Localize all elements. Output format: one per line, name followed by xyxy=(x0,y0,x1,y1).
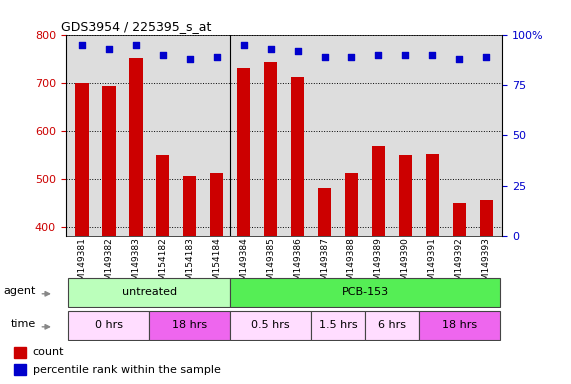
Point xyxy=(77,41,86,48)
Bar xyxy=(183,176,196,236)
Bar xyxy=(291,77,304,236)
Bar xyxy=(365,311,419,340)
Bar xyxy=(75,83,89,236)
Text: 0 hrs: 0 hrs xyxy=(95,320,123,330)
Point xyxy=(266,46,275,52)
Point xyxy=(185,56,194,62)
Bar xyxy=(419,311,500,340)
Bar xyxy=(345,173,358,236)
Bar xyxy=(230,278,500,307)
Text: percentile rank within the sample: percentile rank within the sample xyxy=(33,364,220,374)
Text: 0.5 hrs: 0.5 hrs xyxy=(251,320,290,330)
Bar xyxy=(318,188,331,236)
Bar xyxy=(230,311,311,340)
Bar xyxy=(399,155,412,236)
Bar xyxy=(480,200,493,236)
Bar xyxy=(14,347,26,358)
Bar xyxy=(237,68,250,236)
Text: agent: agent xyxy=(4,286,36,296)
Text: time: time xyxy=(11,319,36,329)
Text: count: count xyxy=(33,347,64,357)
Point xyxy=(158,52,167,58)
Text: 18 hrs: 18 hrs xyxy=(172,320,207,330)
Text: 18 hrs: 18 hrs xyxy=(442,320,477,330)
Text: GDS3954 / 225395_s_at: GDS3954 / 225395_s_at xyxy=(61,20,212,33)
Bar xyxy=(425,154,439,236)
Point xyxy=(104,46,114,52)
Bar xyxy=(102,86,115,236)
Point xyxy=(212,54,221,60)
Text: 6 hrs: 6 hrs xyxy=(378,320,406,330)
Point xyxy=(482,54,491,60)
Bar xyxy=(210,173,223,236)
Text: PCB-153: PCB-153 xyxy=(341,287,388,297)
Bar xyxy=(69,278,230,307)
Bar xyxy=(149,311,230,340)
Point xyxy=(131,41,140,48)
Point xyxy=(374,52,383,58)
Point xyxy=(320,54,329,60)
Point xyxy=(293,48,302,54)
Bar xyxy=(14,364,26,376)
Text: untreated: untreated xyxy=(122,287,177,297)
Point xyxy=(455,56,464,62)
Bar xyxy=(372,146,385,236)
Bar xyxy=(264,63,278,236)
Bar xyxy=(156,155,170,236)
Point xyxy=(401,52,410,58)
Point xyxy=(239,41,248,48)
Point xyxy=(428,52,437,58)
Text: 1.5 hrs: 1.5 hrs xyxy=(319,320,357,330)
Bar xyxy=(311,311,365,340)
Point xyxy=(347,54,356,60)
Bar xyxy=(69,311,149,340)
Bar xyxy=(453,203,466,236)
Bar xyxy=(129,58,143,236)
